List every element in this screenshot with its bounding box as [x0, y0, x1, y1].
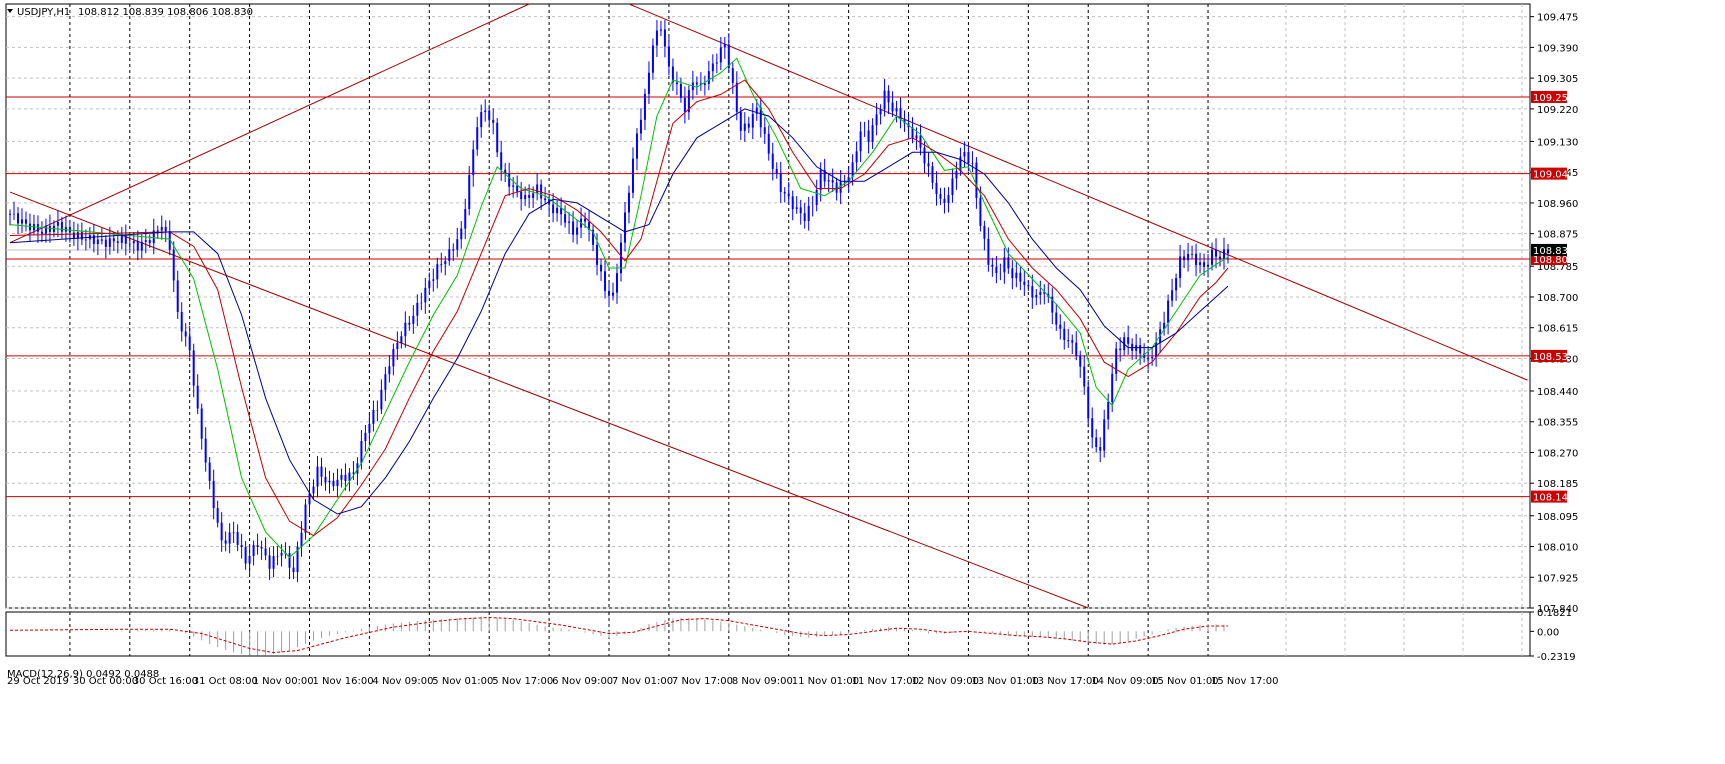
- y-tick-label: 108.185: [1537, 479, 1578, 490]
- x-tick-label: 14 Nov 09:00: [1091, 676, 1158, 687]
- y-tick-label: 109.305: [1537, 74, 1578, 85]
- ohlc-label: 108.812 108.839 108.806 108.830: [78, 7, 253, 18]
- x-tick-label: 1 Nov 00:00: [253, 676, 314, 687]
- y-tick-label: 108.440: [1537, 387, 1578, 398]
- x-tick-label: 15 Nov 01:00: [1151, 676, 1218, 687]
- y-tick-label: 108.615: [1537, 324, 1578, 335]
- macd-y-label: 0.00: [1537, 627, 1559, 638]
- y-tick-label: 108.960: [1537, 199, 1578, 210]
- chart-header: USDJPY,H1 108.812 108.839 108.806 108.83…: [7, 7, 253, 18]
- level-price-label: 109.253: [1533, 93, 1574, 104]
- y-tick-label: 108.270: [1537, 448, 1578, 459]
- x-tick-label: 31 Oct 08:00: [193, 676, 258, 687]
- y-tick-label: 107.925: [1537, 573, 1578, 584]
- x-tick-label: 13 Nov 01:00: [971, 676, 1038, 687]
- x-tick-label: 11 Nov 01:00: [792, 676, 859, 687]
- x-tick-label: 15 Nov 17:00: [1211, 676, 1278, 687]
- y-tick-label: 109.130: [1537, 137, 1578, 148]
- y-tick-label: 109.475: [1537, 13, 1578, 24]
- x-tick-label: 4 Nov 09:00: [372, 676, 433, 687]
- level-price-label: 108.148: [1533, 493, 1574, 504]
- x-tick-label: 5 Nov 01:00: [432, 676, 493, 687]
- macd-y-label: 0.1821: [1537, 608, 1572, 619]
- y-tick-label: 108.095: [1537, 512, 1578, 523]
- level-price-label: 109.041: [1533, 170, 1574, 181]
- y-tick-label: 108.355: [1537, 418, 1578, 429]
- x-tick-label: 7 Nov 01:00: [612, 676, 673, 687]
- y-tick-label: 108.700: [1537, 293, 1578, 304]
- x-tick-label: 6 Nov 09:00: [552, 676, 613, 687]
- x-tick-label: 5 Nov 17:00: [492, 676, 553, 687]
- y-tick-label: 108.010: [1537, 543, 1578, 554]
- macd-label: MACD(12,26,9) 0.0492 0.0488: [7, 669, 159, 680]
- x-tick-label: 1 Nov 16:00: [313, 676, 374, 687]
- x-tick-label: 8 Nov 09:00: [732, 676, 793, 687]
- x-tick-label: 13 Nov 17:00: [1031, 676, 1098, 687]
- macd-y-label: -0.2319: [1537, 652, 1576, 663]
- symbol-label: USDJPY,H1: [17, 7, 70, 18]
- y-tick-label: 109.390: [1537, 43, 1578, 54]
- level-price-label: 108.537: [1533, 352, 1574, 363]
- y-tick-label: 109.220: [1537, 105, 1578, 116]
- x-tick-label: 7 Nov 17:00: [672, 676, 733, 687]
- current-price-label: 108.830: [1533, 246, 1574, 257]
- y-tick-label: 108.875: [1537, 230, 1578, 241]
- x-tick-label: 11 Nov 17:00: [852, 676, 919, 687]
- x-tick-label: 12 Nov 09:00: [912, 676, 979, 687]
